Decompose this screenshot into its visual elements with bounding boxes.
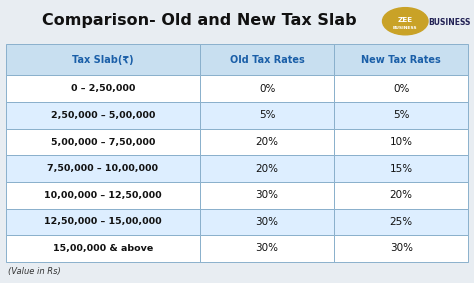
Text: 7,50,000 – 10,00,000: 7,50,000 – 10,00,000 — [47, 164, 158, 173]
Text: BUSINESS: BUSINESS — [393, 26, 418, 30]
Bar — [200, 155, 334, 182]
Bar — [334, 235, 468, 262]
Bar — [6, 76, 200, 102]
Bar — [200, 76, 334, 102]
Text: 0 – 2,50,000: 0 – 2,50,000 — [71, 84, 135, 93]
Bar — [334, 209, 468, 235]
Bar — [334, 129, 468, 155]
Bar — [6, 44, 200, 76]
Text: 15,00,000 & above: 15,00,000 & above — [53, 244, 153, 253]
Text: 0%: 0% — [259, 84, 275, 94]
Text: Comparison- Old and New Tax Slab: Comparison- Old and New Tax Slab — [42, 13, 356, 28]
Bar — [334, 102, 468, 129]
Text: 20%: 20% — [255, 137, 279, 147]
Bar — [6, 155, 200, 182]
Text: 0%: 0% — [393, 84, 410, 94]
Text: 15%: 15% — [390, 164, 413, 173]
Text: 20%: 20% — [255, 164, 279, 173]
Text: 30%: 30% — [255, 190, 279, 200]
Bar — [6, 102, 200, 129]
Text: 12,50,000 – 15,00,000: 12,50,000 – 15,00,000 — [44, 217, 162, 226]
Bar — [200, 129, 334, 155]
Text: 30%: 30% — [255, 243, 279, 254]
Text: (Value in Rs): (Value in Rs) — [8, 267, 61, 276]
Text: New Tax Rates: New Tax Rates — [361, 55, 441, 65]
Bar — [6, 129, 200, 155]
Bar — [6, 182, 200, 209]
Text: 10%: 10% — [390, 137, 413, 147]
Text: 5,00,000 – 7,50,000: 5,00,000 – 7,50,000 — [51, 138, 155, 147]
Text: 5%: 5% — [393, 110, 410, 120]
Text: 5%: 5% — [259, 110, 275, 120]
Bar — [334, 76, 468, 102]
Bar — [334, 44, 468, 76]
Bar — [200, 102, 334, 129]
Text: 10,00,000 – 12,50,000: 10,00,000 – 12,50,000 — [44, 191, 162, 200]
Text: ZEE: ZEE — [398, 17, 413, 23]
Bar — [200, 235, 334, 262]
Bar — [200, 44, 334, 76]
Text: Tax Slab(₹): Tax Slab(₹) — [72, 55, 134, 65]
Text: Old Tax Rates: Old Tax Rates — [230, 55, 304, 65]
Text: 2,50,000 – 5,00,000: 2,50,000 – 5,00,000 — [51, 111, 155, 120]
Text: BUSINESS: BUSINESS — [428, 18, 471, 27]
Bar — [6, 209, 200, 235]
Text: 30%: 30% — [390, 243, 413, 254]
Text: 20%: 20% — [390, 190, 413, 200]
Bar — [334, 155, 468, 182]
Bar — [334, 182, 468, 209]
Bar — [200, 209, 334, 235]
Bar — [6, 235, 200, 262]
Text: 30%: 30% — [255, 217, 279, 227]
Bar — [200, 182, 334, 209]
Text: 25%: 25% — [390, 217, 413, 227]
Circle shape — [383, 8, 428, 35]
